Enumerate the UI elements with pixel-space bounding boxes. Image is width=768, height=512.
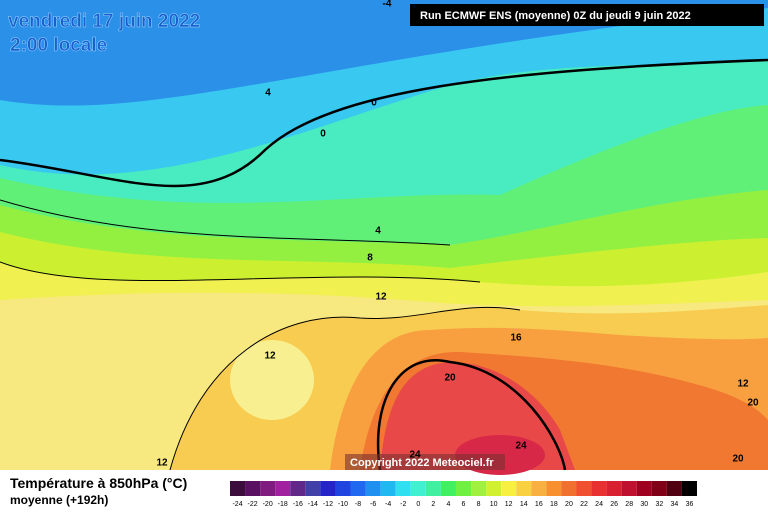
contour-line [0, 199, 451, 246]
contour-label: 20 [732, 454, 744, 465]
scale-label: 4 [446, 501, 450, 508]
color-step [455, 481, 472, 496]
scale-label: -18 [278, 501, 288, 508]
run-info: Run ECMWF ENS (moyenne) 0Z du jeudi 9 ju… [420, 10, 691, 22]
contour-label: 0 [320, 129, 326, 140]
color-step [440, 481, 456, 496]
contour-label: -4 [383, 0, 392, 10]
scale-label: -10 [338, 501, 348, 508]
scale-label: 32 [655, 501, 663, 508]
contour-line [0, 261, 481, 283]
scale-label: -8 [355, 501, 361, 508]
color-step [245, 481, 261, 496]
scale-label: 18 [550, 501, 558, 508]
contour-label: 12 [375, 292, 387, 303]
copyright: Copyright 2022 Meteociel.fr [350, 457, 494, 469]
color-step [335, 481, 351, 496]
color-step [230, 481, 246, 496]
color-step [501, 481, 517, 496]
color-step [395, 481, 411, 496]
scale-label: 34 [671, 501, 679, 508]
scale-label: 14 [520, 501, 528, 508]
contour-label: 12 [264, 351, 276, 362]
contour-label: 24 [515, 441, 527, 452]
forecast-date: vendredi 17 juin 2022 [8, 11, 200, 32]
color-step [290, 481, 306, 496]
color-step [666, 481, 682, 496]
contour-label: 20 [747, 398, 759, 409]
map-band [230, 340, 314, 420]
color-step [320, 481, 336, 496]
scale-label: -12 [323, 501, 333, 508]
contour-labels: -4 4 0 0 4 8 12 12 16 20 24 24 12 12 20 20 [156, 0, 759, 469]
scale-label: -16 [293, 501, 303, 508]
scale-label: 16 [535, 501, 543, 508]
scale-label: 28 [625, 501, 633, 508]
contour-label: 4 [375, 226, 381, 237]
color-step [546, 481, 562, 496]
color-step [561, 481, 577, 496]
color-step [621, 481, 637, 496]
color-step [410, 481, 426, 496]
copyright-box [345, 454, 505, 470]
contour-label: 24 [409, 450, 421, 461]
color-step [365, 481, 381, 496]
scale-label: 26 [610, 501, 618, 508]
forecast-time: 2:00 locale [10, 35, 107, 56]
contour-label: 0 [371, 98, 377, 109]
contour-label: 8 [367, 253, 373, 264]
scale-label: 12 [505, 501, 513, 508]
scale-label: -6 [370, 501, 376, 508]
color-step [516, 481, 532, 496]
color-step [636, 481, 652, 496]
scale-label: -20 [263, 501, 273, 508]
color-step [380, 481, 396, 496]
scale-label: -24 [232, 501, 242, 508]
scale-label: -14 [308, 501, 318, 508]
scale-label: 30 [640, 501, 648, 508]
color-step [486, 481, 502, 496]
scale-label: -22 [248, 501, 258, 508]
contour-line [169, 306, 521, 471]
twenty-contour [376, 359, 567, 471]
scale-label: 0 [416, 501, 420, 508]
scale-label: 20 [565, 501, 573, 508]
legend-title: Température à 850hPa (°C) [10, 475, 187, 491]
scale-label: 10 [490, 501, 498, 508]
contour-label: 16 [510, 333, 522, 344]
contour-label: 4 [265, 88, 271, 99]
color-step [591, 481, 607, 496]
scale-label: -4 [385, 501, 391, 508]
scale-label: 6 [462, 501, 466, 508]
legend-subtitle: moyenne (+192h) [10, 493, 108, 507]
color-step [275, 481, 291, 496]
scale-label: 22 [580, 501, 588, 508]
color-step [305, 481, 321, 496]
color-scale: -24 -22 -20 -18 -16 -14 -12 -10 -8 -6 -4 -2 0 2 4 6 8 10 1… [230, 481, 697, 508]
color-step [471, 481, 487, 496]
scale-label: 36 [686, 501, 694, 508]
contour-label: 12 [156, 458, 168, 469]
color-step [531, 481, 547, 496]
scale-label: -2 [400, 501, 406, 508]
scale-label: 2 [431, 501, 435, 508]
contour-label: 12 [737, 379, 749, 390]
color-step [576, 481, 592, 496]
color-step [681, 481, 697, 496]
zero-contour [0, 58, 768, 188]
run-box [410, 4, 764, 26]
contour-label: 20 [444, 373, 456, 384]
color-step [651, 481, 667, 496]
color-step [425, 481, 441, 496]
color-step [606, 481, 622, 496]
scale-label: 8 [477, 501, 481, 508]
color-step [350, 481, 366, 496]
map: Run ECMWF ENS (moyenne) 0Z du jeudi 9 ju… [0, 0, 768, 475]
scale-label: 24 [595, 501, 603, 508]
color-step [260, 481, 276, 496]
